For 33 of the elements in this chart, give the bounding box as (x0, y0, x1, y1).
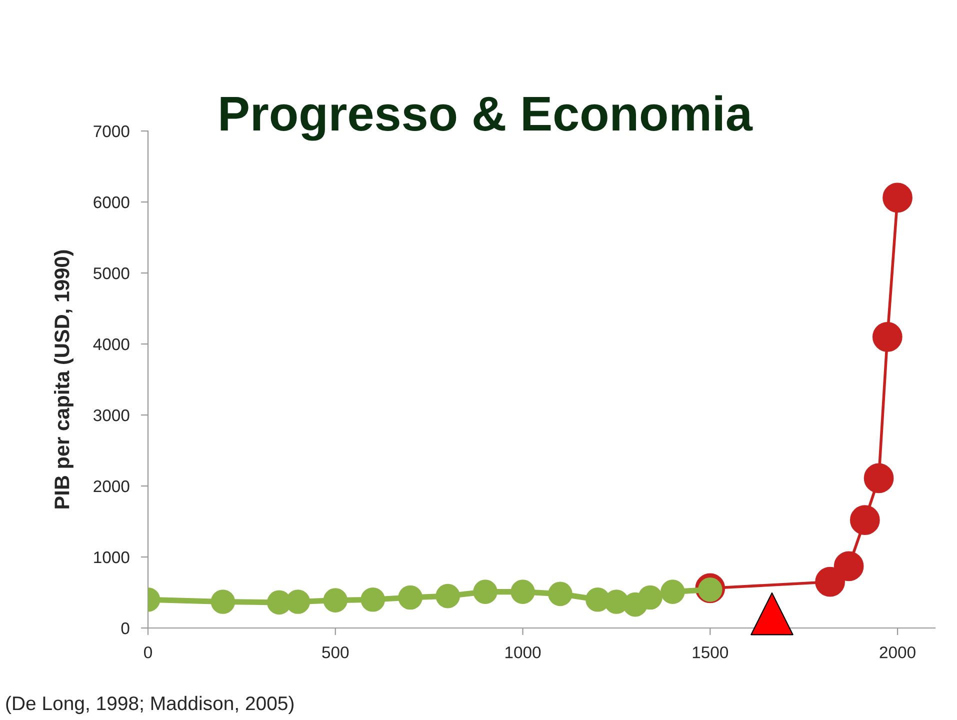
y-tick-label: 5000 (94, 267, 130, 280)
point (872, 322, 902, 352)
y-tick-label: 4000 (93, 338, 130, 350)
point (750, 592, 794, 636)
text: (De Long, 1998; Maddison, 2005) (6, 696, 294, 714)
x-tick-label: 1000 (505, 646, 541, 658)
point (210, 590, 236, 614)
point (510, 580, 535, 604)
point (660, 580, 685, 604)
point (398, 585, 422, 610)
y-tick-label: 6000 (94, 196, 130, 208)
point (882, 182, 912, 213)
y-tick-label: 7000 (94, 125, 130, 138)
x-tick-label: 0 (144, 646, 152, 658)
y-tick-label: 1000 (94, 551, 130, 564)
point (360, 587, 386, 612)
point (473, 580, 498, 604)
point (548, 582, 572, 606)
point (323, 588, 348, 612)
x-tick-label: 500 (322, 646, 349, 658)
point (436, 584, 460, 608)
y-tick-label: 2000 (94, 480, 130, 492)
point (638, 585, 662, 610)
point (815, 566, 845, 597)
y-tick-label: 3000 (94, 409, 130, 422)
y-axis-title: PIB per capita (USD, 1990) (54, 250, 74, 508)
chart-title: Progresso & Economia (220, 95, 753, 141)
point (864, 463, 894, 494)
x-tick-label: 1500 (692, 646, 728, 658)
point (850, 505, 880, 536)
x-tick-label: 2000 (880, 646, 916, 658)
point (834, 551, 864, 582)
y-tick-label: 0 (121, 622, 130, 634)
